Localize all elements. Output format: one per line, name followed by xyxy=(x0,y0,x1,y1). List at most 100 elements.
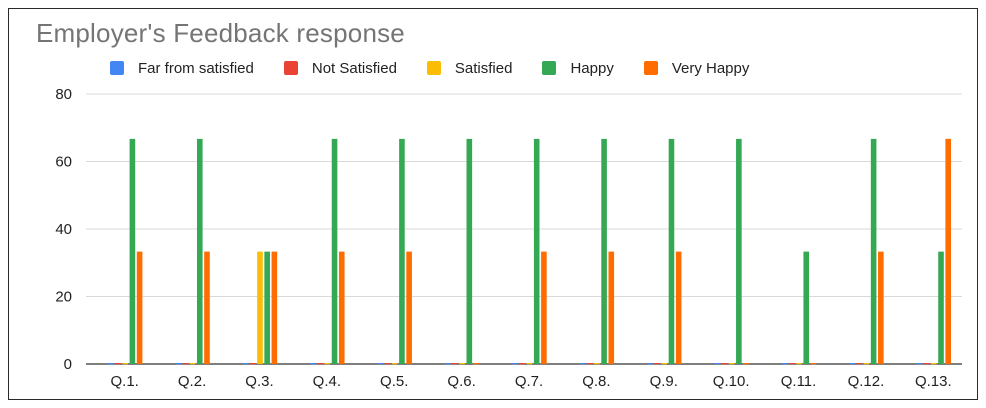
bar-satisfied-11 xyxy=(796,363,802,365)
y-tick-label: 0 xyxy=(64,356,72,373)
y-tick-label: 40 xyxy=(55,221,72,238)
bar-far-from-satisfied-4 xyxy=(310,363,316,365)
bar-far-from-satisfied-12 xyxy=(849,363,855,365)
chart-legend: Far from satisfied Not Satisfied Satisfi… xyxy=(110,58,779,78)
bar-happy-6 xyxy=(466,138,473,364)
bar-satisfied-3 xyxy=(257,251,263,364)
bar-not-satisfied-1 xyxy=(115,363,121,365)
legend-item-very-happy: Very Happy xyxy=(643,59,750,77)
x-tick-label: Q.7. xyxy=(515,373,543,390)
bar-happy-11 xyxy=(803,251,810,364)
x-tick-label: Q.2. xyxy=(178,373,206,390)
bar-satisfied-9 xyxy=(661,363,668,365)
x-tick-label: Q.1. xyxy=(111,373,139,390)
bar-not-satisfied-4 xyxy=(317,363,323,365)
x-tick-label: Q.5. xyxy=(380,373,408,390)
bar-far-from-satisfied-6 xyxy=(444,363,451,365)
bar-happy-8 xyxy=(601,138,607,364)
x-tick-label: Q.8. xyxy=(582,373,610,390)
bar-satisfied-12 xyxy=(863,363,870,365)
bar-very-happy-7 xyxy=(541,251,547,364)
bar-happy-12 xyxy=(870,138,877,364)
bar-not-satisfied-11 xyxy=(789,363,795,365)
bar-satisfied-6 xyxy=(459,363,465,365)
legend-item-satisfied: Satisfied xyxy=(426,59,513,77)
bar-not-satisfied-3 xyxy=(249,363,256,365)
bar-not-satisfied-7 xyxy=(519,363,526,365)
bar-not-satisfied-8 xyxy=(586,363,593,365)
legend-label: Far from satisfied xyxy=(138,59,254,77)
y-tick-label: 60 xyxy=(55,154,72,171)
bar-happy-7 xyxy=(533,138,540,364)
bar-not-satisfied-9 xyxy=(654,363,660,365)
bar-very-happy-9 xyxy=(675,251,682,364)
chart-frame xyxy=(8,8,978,400)
bar-happy-5 xyxy=(399,138,405,364)
x-tick-label: Q.12. xyxy=(848,373,885,390)
bar-far-from-satisfied-3 xyxy=(242,363,249,365)
bar-not-satisfied-12 xyxy=(856,363,863,365)
bar-far-from-satisfied-9 xyxy=(647,363,653,365)
bar-far-from-satisfied-11 xyxy=(781,363,788,365)
x-tick-label: Q.11. xyxy=(781,373,817,390)
bar-satisfied-13 xyxy=(931,363,937,365)
legend-item-happy: Happy xyxy=(542,59,614,77)
bar-very-happy-8 xyxy=(608,251,615,364)
chart-title: Employer's Feedback response xyxy=(36,18,405,48)
legend-label: Not Satisfied xyxy=(311,59,397,77)
y-tick-label: 80 xyxy=(55,86,72,103)
bar-far-from-satisfied-10 xyxy=(714,363,721,365)
bar-far-from-satisfied-1 xyxy=(107,363,114,365)
bar-very-happy-13 xyxy=(945,138,952,364)
bar-satisfied-10 xyxy=(728,363,735,365)
bar-satisfied-5 xyxy=(391,363,398,365)
bar-very-happy-12 xyxy=(878,251,884,364)
legend-item-far-from-satisfied: Far from satisfied xyxy=(110,60,254,77)
legend-swatch xyxy=(110,61,124,75)
legend-label: Happy xyxy=(570,59,614,77)
bar-not-satisfied-10 xyxy=(721,363,728,365)
legend-swatch xyxy=(542,61,557,75)
bar-satisfied-4 xyxy=(324,363,331,365)
x-tick-label: Q.4. xyxy=(313,373,341,390)
bar-very-happy-11 xyxy=(810,363,817,365)
bar-very-happy-5 xyxy=(406,251,412,364)
bar-happy-13 xyxy=(938,251,944,364)
bar-far-from-satisfied-5 xyxy=(377,363,384,365)
bar-happy-9 xyxy=(668,138,675,364)
bar-very-happy-2 xyxy=(204,251,210,364)
bar-very-happy-4 xyxy=(338,251,345,364)
legend-swatch xyxy=(283,61,298,75)
bar-very-happy-10 xyxy=(743,363,749,365)
bar-not-satisfied-5 xyxy=(384,363,391,365)
bar-happy-4 xyxy=(331,138,338,364)
bar-satisfied-7 xyxy=(526,363,533,365)
bar-satisfied-2 xyxy=(189,363,196,365)
bar-very-happy-3 xyxy=(271,251,278,364)
bar-not-satisfied-2 xyxy=(182,363,189,365)
bar-happy-1 xyxy=(129,138,136,364)
y-tick-label: 20 xyxy=(55,289,72,306)
bar-far-from-satisfied-7 xyxy=(512,363,518,365)
bar-far-from-satisfied-8 xyxy=(579,363,586,365)
bar-satisfied-8 xyxy=(594,363,600,365)
bar-very-happy-6 xyxy=(473,363,480,365)
bar-far-from-satisfied-13 xyxy=(916,363,923,365)
x-tick-label: Q.6. xyxy=(447,373,475,390)
legend-label: Very Happy xyxy=(671,59,750,77)
bar-happy-10 xyxy=(736,138,742,364)
legend-item-not-satisfied: Not Satisfied xyxy=(283,59,397,77)
x-tick-label: Q.9. xyxy=(650,373,678,390)
x-tick-label: Q.3. xyxy=(245,373,273,390)
legend-label: Satisfied xyxy=(454,59,513,77)
bar-far-from-satisfied-2 xyxy=(175,363,181,365)
legend-swatch xyxy=(426,61,441,75)
bar-very-happy-1 xyxy=(136,251,143,364)
bar-not-satisfied-6 xyxy=(452,363,458,365)
legend-swatch xyxy=(643,61,658,75)
bar-not-satisfied-13 xyxy=(923,363,930,365)
bar-happy-3 xyxy=(264,251,270,364)
x-tick-label: Q.13. xyxy=(915,373,952,390)
x-tick-label: Q.10. xyxy=(713,373,750,390)
